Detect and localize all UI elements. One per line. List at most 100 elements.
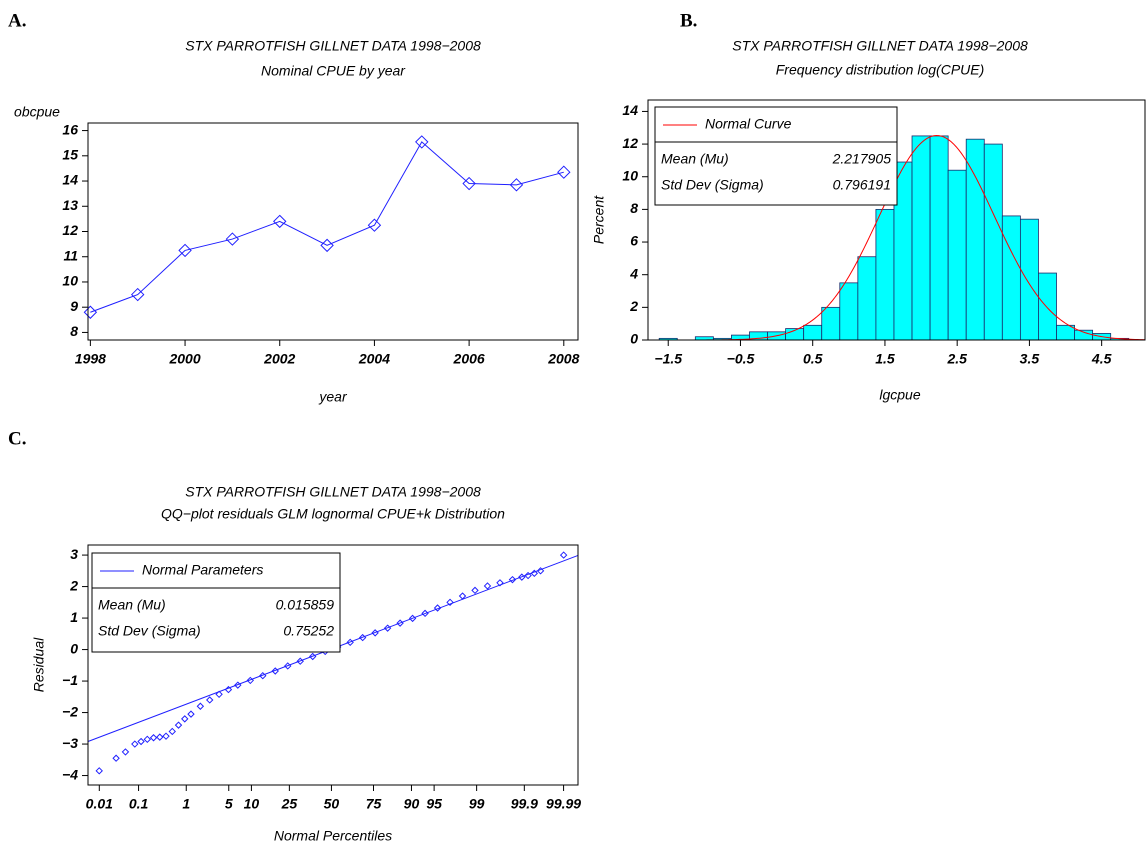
x-tick-label: 1998 [75, 351, 106, 367]
y-tick-label: 9 [70, 298, 78, 314]
x-axis-label: year [318, 389, 348, 405]
data-point [112, 754, 120, 762]
data-point [143, 735, 152, 744]
histogram-bar [1001, 215, 1021, 341]
data-point [518, 573, 526, 581]
data-point [396, 619, 404, 627]
data-point [536, 567, 545, 575]
data-marker [320, 238, 334, 253]
data-point [246, 676, 255, 685]
y-axis-label: obcpue [14, 104, 60, 120]
x-tick-label: 99 [469, 796, 485, 812]
y-tick-label: 0 [630, 331, 638, 347]
legend-label: Normal Parameters [142, 562, 263, 578]
data-marker [462, 176, 476, 191]
data-point [162, 732, 170, 740]
histogram-bar [929, 135, 949, 341]
data-point [458, 592, 467, 600]
legend-stat-value: 0.796191 [833, 177, 891, 193]
y-tick-label: 2 [629, 298, 638, 314]
data-marker [83, 305, 98, 319]
legend-stat-label: Std Dev (Sigma) [661, 177, 764, 193]
data-marker [415, 135, 429, 149]
data-point [524, 571, 532, 580]
y-tick-label: −2 [62, 703, 78, 719]
x-tick-label: −0.5 [727, 351, 755, 367]
data-point [371, 629, 379, 637]
data-marker [178, 243, 192, 258]
data-marker [225, 232, 240, 246]
x-tick-label: 0.1 [129, 796, 149, 812]
x-tick-label: 2004 [358, 351, 390, 367]
x-tick-label: 2.5 [946, 351, 967, 367]
data-point [471, 586, 479, 595]
data-point [174, 721, 183, 729]
data-point [137, 737, 145, 746]
histogram-bar [803, 324, 823, 341]
histogram-bar [911, 135, 931, 341]
panel-label: B. [680, 10, 697, 31]
y-axis-label: Residual [31, 637, 47, 692]
chart-title: STX PARROTFISH GILLNET DATA 1998−2008 [185, 484, 481, 500]
data-point [408, 614, 417, 623]
legend-box [91, 552, 341, 653]
legend-stat-label: Mean (Mu) [98, 597, 166, 613]
data-point [215, 690, 223, 698]
histogram-bar [821, 306, 841, 341]
data-marker [131, 287, 145, 302]
x-tick-label: 2006 [453, 351, 485, 367]
plot-frame [87, 122, 579, 341]
legend-box [654, 106, 898, 206]
y-tick-label: −1 [62, 672, 78, 688]
data-marker [509, 178, 524, 192]
y-tick-label: 10 [62, 273, 78, 289]
data-point [234, 681, 242, 689]
x-tick-label: 99.99 [546, 796, 581, 812]
legend-stat-label: Std Dev (Sigma) [98, 623, 201, 639]
panel-label: A. [8, 10, 26, 31]
histogram-bar [1019, 218, 1039, 341]
legend-stat-value: 0.75252 [283, 623, 334, 639]
data-point [131, 740, 139, 748]
data-point [433, 604, 442, 612]
data-point [284, 662, 292, 670]
x-tick-label: 2002 [263, 351, 295, 367]
data-point [421, 609, 429, 618]
y-tick-label: 3 [70, 546, 78, 562]
data-point [187, 710, 195, 718]
data-line [90, 141, 564, 313]
data-point [559, 551, 568, 559]
y-tick-label: 2 [69, 577, 78, 593]
x-tick-label: 75 [366, 796, 382, 812]
data-point [446, 598, 454, 607]
data-point [309, 652, 317, 661]
data-point [271, 667, 279, 675]
plot-frame [87, 544, 579, 786]
data-point [296, 657, 304, 665]
y-tick-label: 11 [63, 247, 78, 263]
chart-subtitle: Frequency distribution log(CPUE) [776, 62, 985, 78]
panel-label: C. [8, 428, 26, 449]
x-tick-label: 50 [324, 796, 340, 812]
x-tick-label: 5 [225, 796, 233, 812]
y-axis-label: Percent [591, 195, 607, 244]
x-axis-label: lgcpue [879, 387, 920, 403]
legend-stat-value: 0.015859 [276, 597, 335, 613]
x-tick-label: 0.01 [86, 796, 113, 812]
y-tick-label: 13 [62, 197, 78, 213]
histogram-bar [983, 143, 1003, 341]
y-tick-label: 8 [630, 200, 638, 216]
data-point [181, 715, 189, 723]
legend-label: Normal Curve [705, 116, 792, 132]
histogram-bar [839, 282, 859, 341]
data-point [530, 569, 539, 578]
y-tick-label: 0 [70, 640, 78, 656]
data-point [383, 624, 392, 632]
data-marker [273, 214, 287, 229]
x-tick-label: 25 [281, 796, 298, 812]
data-point [121, 748, 130, 756]
data-point [224, 685, 233, 694]
y-tick-label: −3 [62, 735, 78, 751]
y-tick-label: 15 [62, 147, 78, 163]
